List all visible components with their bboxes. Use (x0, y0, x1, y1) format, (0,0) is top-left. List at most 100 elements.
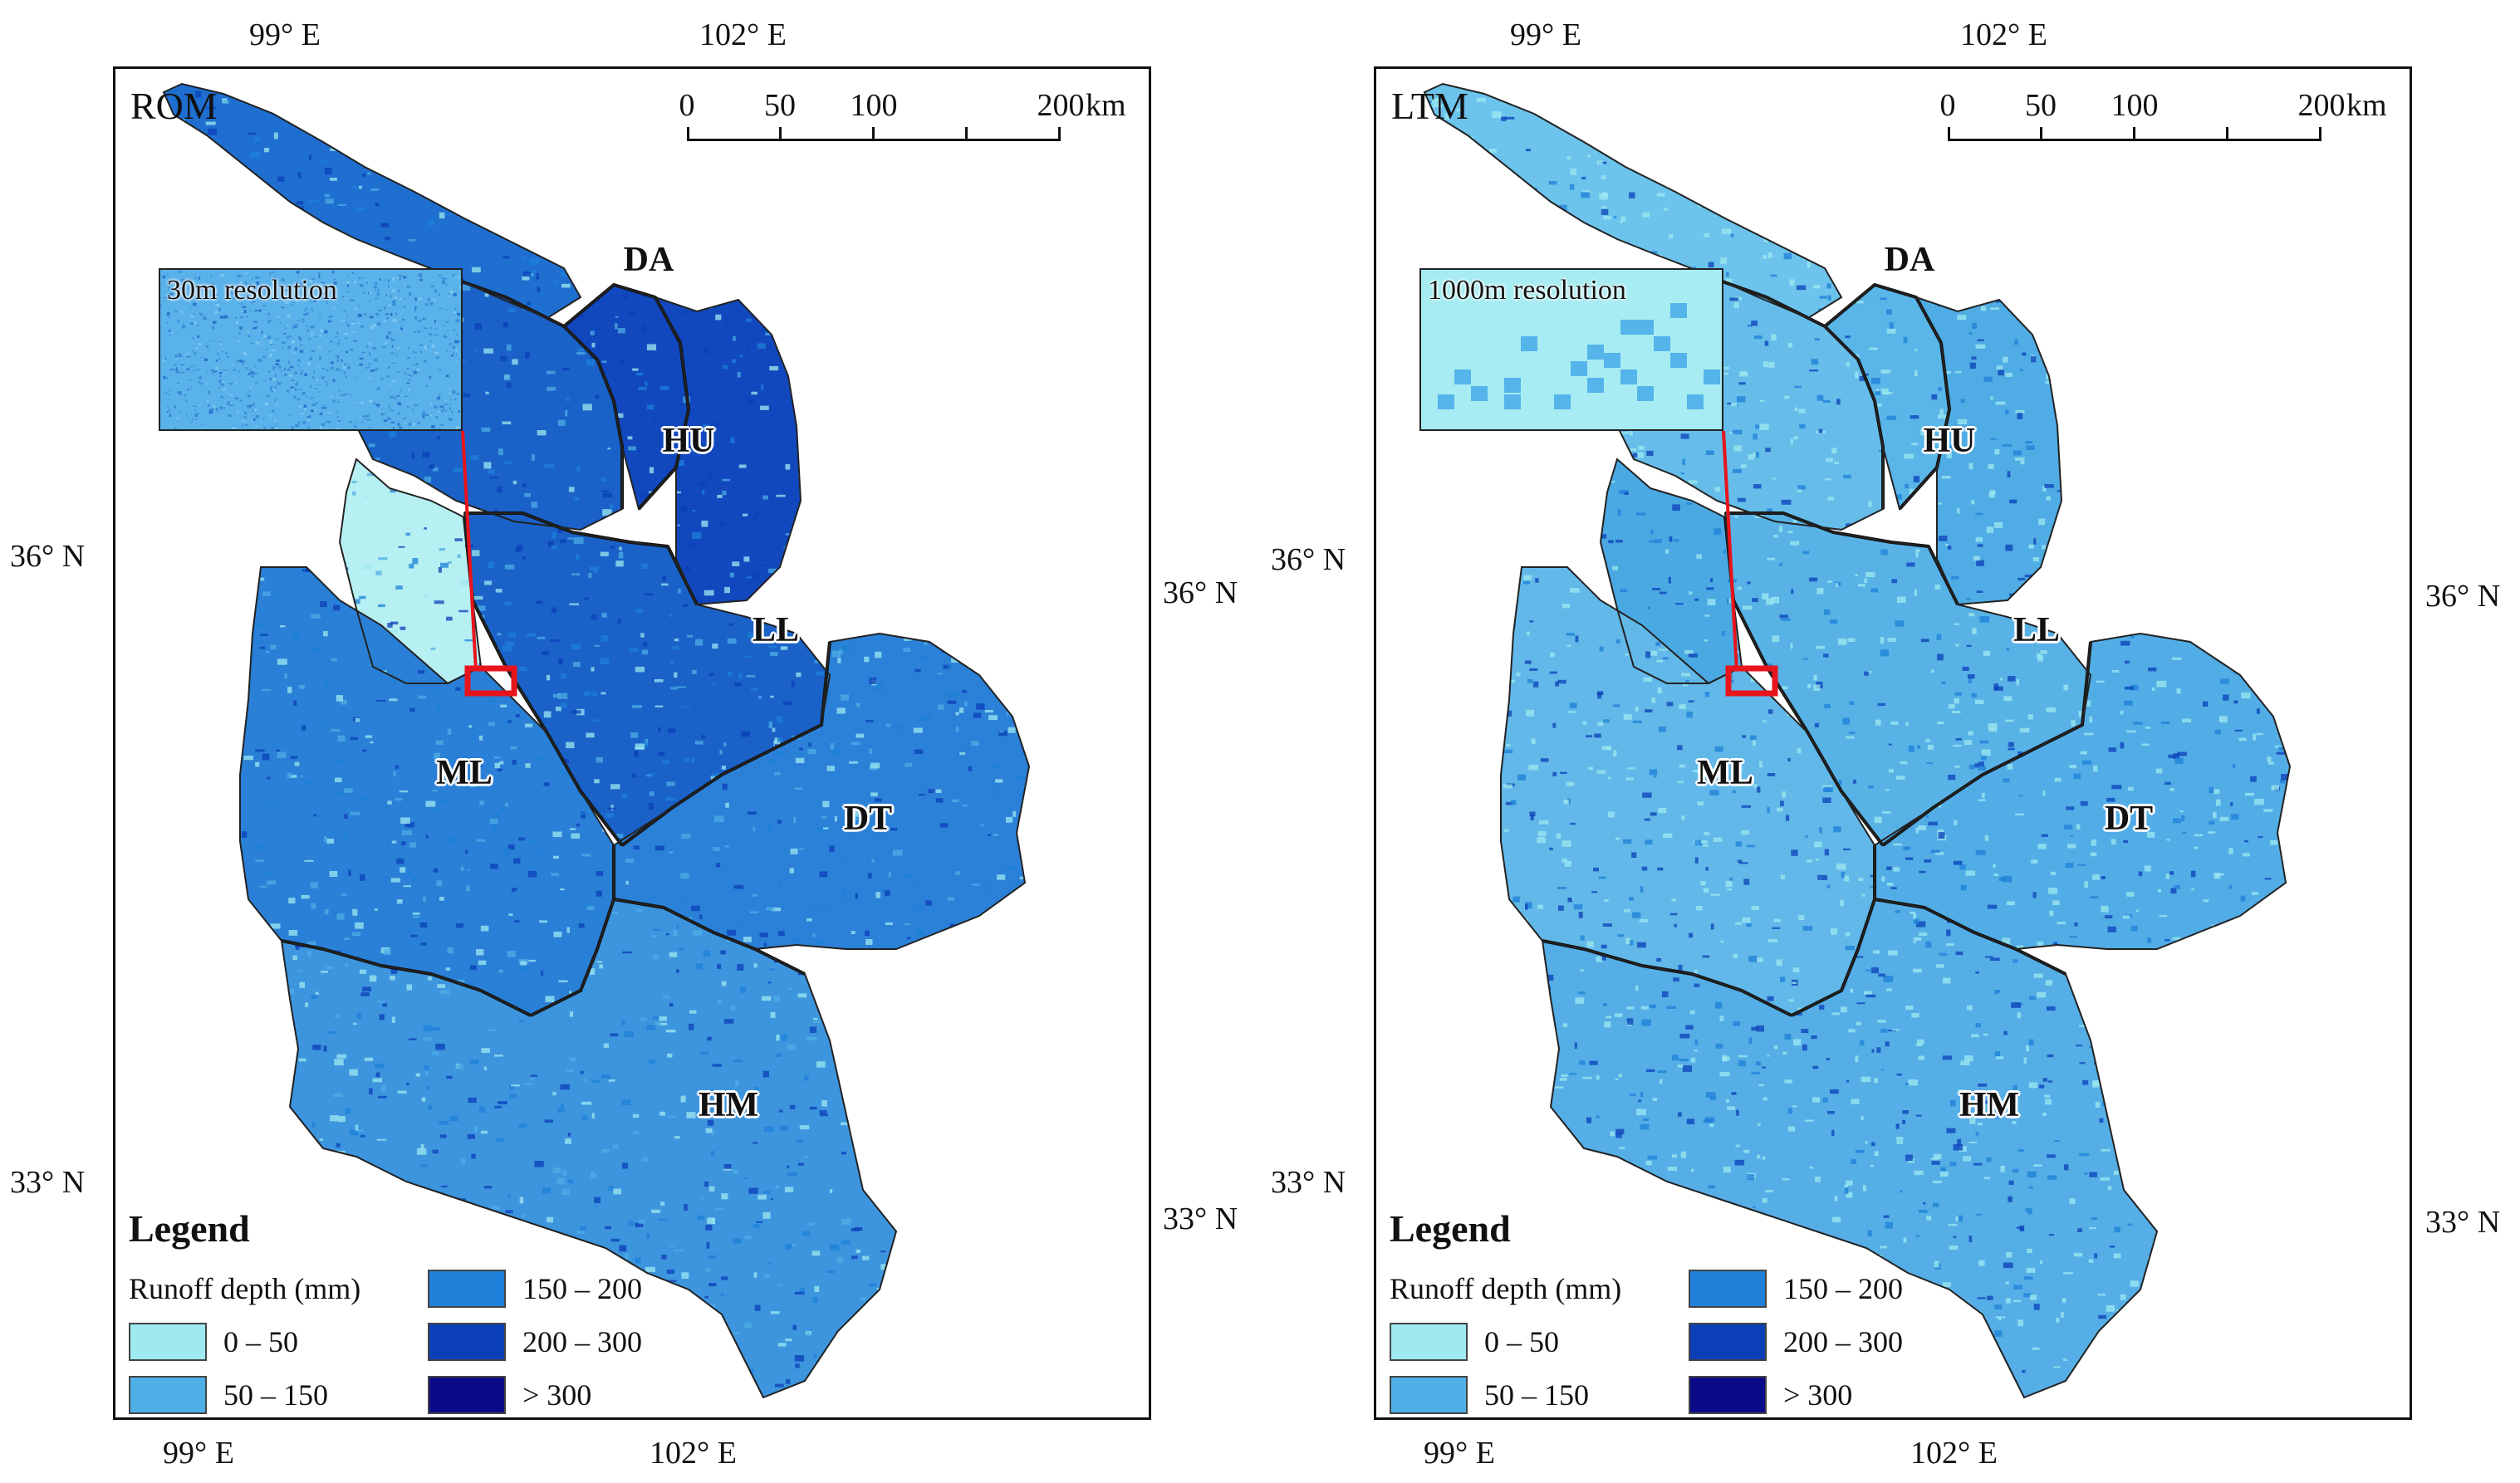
resolution-inset: 1000m resolution (1419, 268, 1723, 431)
rom-right-lat-33: 33° N (1163, 1202, 1238, 1236)
rom-top-lon-99: 99° E (249, 17, 321, 52)
legend-label: 150 – 200 (1783, 1272, 1903, 1305)
inset-label: 30m resolution (167, 275, 337, 306)
scale-tick (2040, 127, 2042, 140)
subbasin-ne (564, 285, 689, 509)
legend-item-gt-300: > 300 (428, 1376, 591, 1414)
legend-swatch (428, 1270, 506, 1308)
subbasin-e (655, 297, 801, 604)
basin-outline (1823, 283, 1951, 511)
region-label-ll: LL (2013, 611, 2061, 649)
subbasin-ll (1725, 513, 2091, 845)
basin-outline (1423, 82, 1843, 320)
legend-swatch (428, 1376, 506, 1414)
legend-label: 0 – 50 (1484, 1325, 1559, 1358)
legend-swatch (1689, 1323, 1767, 1361)
subbasin-da (1424, 84, 1841, 318)
scale-tick-label-200: 200 (1037, 88, 1085, 123)
region-label-hu: HU (662, 422, 715, 460)
map-panel-rom: ROM 0 50 100 200 km 30m resolution DA HU… (113, 66, 1151, 1420)
scale-tick-label-50: 50 (764, 88, 796, 123)
ltm-right-lat-33: 33° N (2425, 1205, 2501, 1240)
legend-label: 200 – 300 (522, 1325, 642, 1358)
basin-outline (1599, 458, 1743, 684)
ltm-left-lat-36: 36° N (1271, 542, 1346, 577)
scale-tick (2133, 127, 2135, 140)
scale-tick-label-0: 0 (1939, 88, 1956, 123)
rom-left-lat-33: 33° N (10, 1165, 86, 1200)
panel-title: ROM (130, 85, 218, 127)
legend-item-50-150: 50 – 150 (129, 1376, 328, 1414)
subbasin-e (1916, 297, 2062, 604)
scale-tick (2319, 127, 2321, 140)
inset-location-box (1725, 665, 1778, 697)
basin-outline (1541, 898, 2159, 1399)
subbasin-hm (282, 899, 896, 1397)
legend-item-0-50: 0 – 50 (129, 1323, 298, 1361)
legend-item-50-150: 50 – 150 (1390, 1376, 1589, 1414)
scale-unit: km (1086, 88, 1126, 123)
legend-label: 0 – 50 (223, 1325, 298, 1358)
legend-item-200-300: 200 – 300 (1689, 1323, 1903, 1361)
runoff-map-ltm (1423, 82, 2292, 1399)
region-label-ll: LL (752, 611, 800, 649)
legend-label: 150 – 200 (522, 1272, 642, 1305)
scale-tick (2226, 127, 2228, 140)
legend: Legend Runoff depth (mm) 0 – 50 50 – 150… (124, 1206, 705, 1417)
ltm-top-lon-102: 102° E (1960, 17, 2047, 52)
legend-swatch (1689, 1376, 1767, 1414)
legend-title: Legend (129, 1207, 250, 1250)
legend: Legend Runoff depth (mm) 0 – 50 50 – 150… (1385, 1206, 1966, 1417)
rom-bottom-lon-99: 99° E (163, 1436, 234, 1471)
inset-leader-line (1722, 430, 1738, 672)
legend-item-gt-300: > 300 (1689, 1376, 1852, 1414)
scale-tick (965, 127, 968, 140)
scale-bar: 0 50 100 200 km (1940, 87, 2387, 145)
scale-tick (872, 127, 875, 140)
legend-swatch (1390, 1376, 1468, 1414)
legend-item-200-300: 200 – 300 (428, 1323, 642, 1361)
legend-title: Legend (1390, 1207, 1511, 1250)
region-label-da: DA (1884, 241, 1935, 279)
basin-outline (562, 283, 690, 511)
ltm-bottom-lon-99: 99° E (1424, 1436, 1495, 1471)
ltm-top-lon-99: 99° E (1510, 17, 1581, 52)
rom-bottom-lon-102: 102° E (650, 1436, 737, 1471)
ltm-bottom-lon-102: 102° E (1910, 1436, 1998, 1471)
region-label-dt: DT (2104, 800, 2154, 838)
legend-subtitle: Runoff depth (mm) (1390, 1272, 1622, 1305)
legend-label: 50 – 150 (223, 1378, 328, 1412)
basin-outline (1723, 512, 2092, 847)
subbasin-ll (464, 513, 830, 845)
scale-tick-label-100: 100 (850, 88, 898, 123)
scale-tick (779, 127, 782, 140)
basin-outline (280, 898, 898, 1399)
legend-label: > 300 (522, 1378, 592, 1412)
basin-outline (162, 82, 582, 320)
region-label-ml: ML (1697, 754, 1753, 792)
scale-tick-label-50: 50 (2025, 88, 2057, 123)
legend-label: > 300 (1783, 1378, 1853, 1412)
scale-unit: km (2346, 88, 2387, 123)
legend-item-0-50: 0 – 50 (1390, 1323, 1559, 1361)
scale-tick (1058, 127, 1061, 140)
subbasin-ml (240, 567, 614, 1016)
ltm-right-lat-36: 36° N (2425, 579, 2501, 614)
scale-tick-label-200: 200 (2297, 88, 2346, 123)
legend-subtitle: Runoff depth (mm) (129, 1272, 361, 1305)
scale-tick (1948, 127, 1950, 140)
legend-swatch (428, 1323, 506, 1361)
region-label-hu: HU (1923, 422, 1976, 460)
subbasin-dt (614, 634, 1029, 949)
region-label-da: DA (623, 241, 674, 279)
region-label-dt: DT (843, 800, 893, 838)
scale-tick-label-0: 0 (679, 88, 695, 123)
subbasin-da (164, 84, 581, 318)
resolution-inset: 30m resolution (159, 268, 463, 431)
legend-swatch (129, 1376, 207, 1414)
subbasin-hm (1542, 899, 2157, 1397)
inset-texture (1421, 270, 1722, 429)
ltm-left-lat-33: 33° N (1271, 1165, 1346, 1200)
rom-right-lat-36: 36° N (1163, 575, 1238, 610)
legend-swatch (1689, 1270, 1767, 1308)
